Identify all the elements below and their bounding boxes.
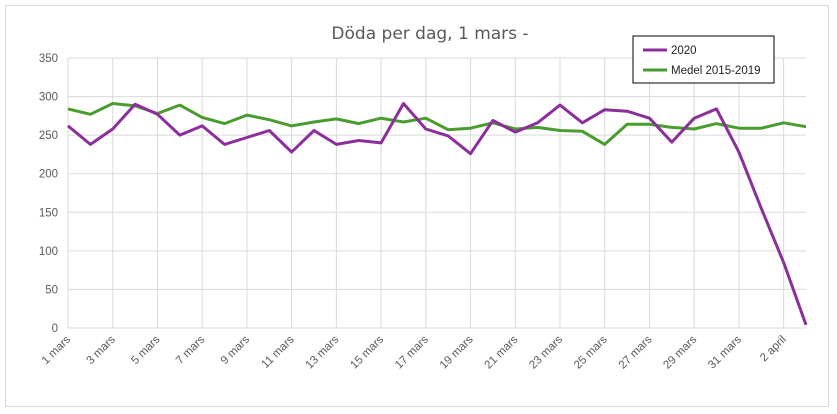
x-tick-label: 25 mars [572, 333, 610, 371]
x-axis-ticks: 1 mars 3 mars 5 mars 7 mars 9 mars 11 mars 13 … [40, 333, 789, 371]
x-tick-label: 31 mars [706, 333, 744, 371]
chart-title: Döda per dag, 1 mars - [331, 24, 528, 44]
legend-label-medel: Medel 2015-2019 [671, 65, 761, 77]
legend: 2020 Medel 2015-2019 [632, 35, 775, 84]
x-tick-label: 21 mars [483, 333, 521, 371]
x-tick-label: 7 mars [174, 333, 208, 367]
y-tick-label: 250 [39, 130, 58, 142]
x-tick-label: 29 mars [661, 333, 699, 371]
y-tick-label: 200 [39, 169, 58, 181]
y-tick-label: 100 [39, 246, 58, 258]
x-tick-label: 11 mars [259, 333, 296, 370]
x-tick-label: 3 mars [85, 333, 119, 367]
y-tick-label: 50 [45, 284, 58, 296]
y-axis-ticks: 0 50 100 150 200 250 300 350 [39, 53, 58, 335]
series-lines [67, 102, 808, 326]
series-line-2020 [67, 102, 808, 326]
y-tick-label: 0 [52, 323, 58, 335]
legend-box [632, 35, 775, 84]
legend-label-2020: 2020 [671, 45, 697, 57]
gridlines [67, 57, 806, 329]
x-tick-label: 27 mars [617, 333, 655, 371]
y-tick-label: 150 [39, 207, 58, 219]
y-tick-label: 300 [39, 92, 58, 104]
x-tick-label: 9 mars [219, 333, 253, 367]
x-tick-label: 13 mars [304, 333, 342, 371]
x-tick-label: 15 mars [348, 333, 386, 371]
x-tick-label: 1 mars [40, 333, 74, 367]
x-tick-label: 23 mars [527, 333, 565, 371]
x-tick-label: 17 mars [393, 333, 431, 371]
x-tick-label: 5 mars [129, 333, 163, 367]
chart-frame: Döda per dag, 1 mars - 0 50 100 150 200 250 30… [5, 5, 829, 407]
line-chart: Döda per dag, 1 mars - 0 50 100 150 200 250 30… [39, 24, 808, 371]
series-line-medel-2015-2019 [67, 102, 807, 146]
x-tick-label: 2 april [758, 334, 789, 365]
x-tick-label: 19 mars [438, 333, 476, 371]
y-tick-label: 350 [39, 53, 58, 65]
